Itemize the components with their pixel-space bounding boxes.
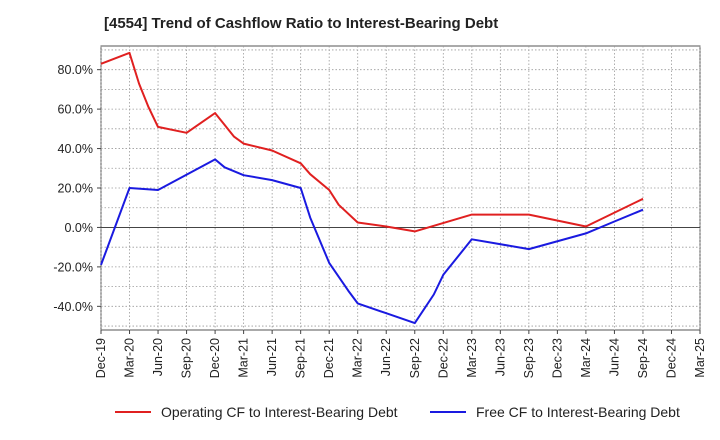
y-tick-label: 20.0% xyxy=(58,182,93,196)
x-tick-label: Jun-24 xyxy=(607,338,621,376)
plot-area xyxy=(100,45,701,331)
x-tick-label: Dec-19 xyxy=(94,338,108,378)
legend-label-free-cf: Free CF to Interest-Bearing Debt xyxy=(476,404,680,420)
x-tick-label: Jun-21 xyxy=(265,338,279,376)
y-tick-label: 80.0% xyxy=(58,63,93,77)
x-tick-label: Jun-20 xyxy=(151,338,165,376)
x-tick-label: Mar-25 xyxy=(693,338,707,378)
legend-swatch-operating-cf xyxy=(115,411,151,413)
x-tick-label: Mar-21 xyxy=(237,338,251,378)
operating-cf-line xyxy=(100,51,644,233)
x-tick-label: Dec-20 xyxy=(208,338,222,378)
legend-label-operating-cf: Operating CF to Interest-Bearing Debt xyxy=(161,404,398,420)
x-tick-label: Dec-24 xyxy=(664,338,678,378)
x-tick-label: Mar-24 xyxy=(579,338,593,378)
y-tick-label: 0.0% xyxy=(65,221,94,235)
chart-title: [4554] Trend of Cashflow Ratio to Intere… xyxy=(104,15,499,32)
y-tick-label: 40.0% xyxy=(58,142,93,156)
x-tick-label: Sep-24 xyxy=(636,338,650,378)
legend-item-operating-cf: Operating CF to Interest-Bearing Debt xyxy=(115,404,398,420)
free-cf-line xyxy=(100,158,644,325)
x-tick-label: Sep-23 xyxy=(522,338,536,378)
x-tick-label: Sep-22 xyxy=(408,338,422,378)
x-tick-label: Jun-23 xyxy=(493,338,507,376)
x-tick-label: Sep-20 xyxy=(180,338,194,378)
legend-item-free-cf: Free CF to Interest-Bearing Debt xyxy=(430,404,680,420)
series-layer xyxy=(100,51,644,325)
x-tick-label: Mar-20 xyxy=(123,338,137,378)
x-axis-tick-labels: Dec-19 Mar-20 Jun-20 Sep-20 Dec-20 Mar-21 Jun-… xyxy=(94,330,707,378)
y-tick-label: 60.0% xyxy=(58,103,93,117)
x-tick-label: Jun-22 xyxy=(379,338,393,376)
y-tick-label: -40.0% xyxy=(53,300,93,314)
x-tick-label: Dec-21 xyxy=(322,338,336,378)
legend: Operating CF to Interest-Bearing Debt Fr… xyxy=(0,404,720,426)
y-tick-label: -20.0% xyxy=(53,260,93,274)
x-tick-label: Dec-23 xyxy=(550,338,564,378)
y-axis-tick-labels: 80.0% 60.0% 40.0% 20.0% 0.0% -20.0% -40.0% xyxy=(53,63,101,314)
x-tick-label: Dec-22 xyxy=(436,338,450,378)
x-tick-label: Mar-22 xyxy=(351,338,365,378)
x-tick-label: Sep-21 xyxy=(294,338,308,378)
legend-swatch-free-cf xyxy=(430,411,466,413)
x-tick-label: Mar-23 xyxy=(465,338,479,378)
